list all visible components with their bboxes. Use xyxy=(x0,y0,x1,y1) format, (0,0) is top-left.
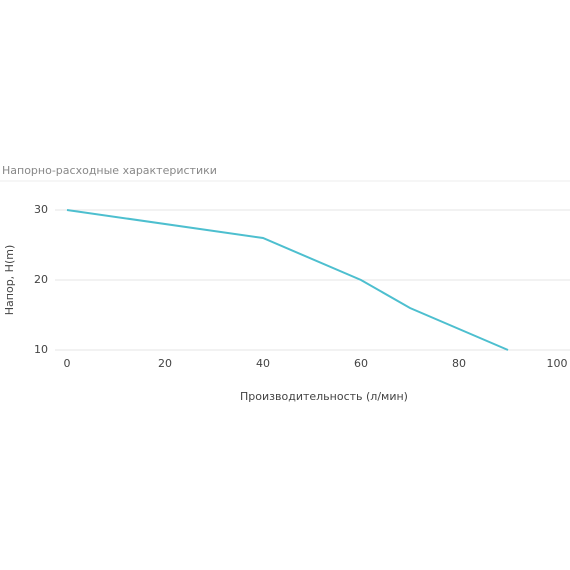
y-tick-label: 30 xyxy=(34,203,48,216)
x-axis-label: Производительность (л/мин) xyxy=(240,390,408,403)
x-tick-label: 40 xyxy=(256,357,270,370)
x-tick-label: 100 xyxy=(547,357,568,370)
chart-title: Напорно-расходные характеристики xyxy=(2,164,217,177)
x-tick-label: 0 xyxy=(64,357,71,370)
y-axis-label: Напор, H(m) xyxy=(3,245,16,315)
x-tick-label: 80 xyxy=(452,357,466,370)
y-tick-label: 20 xyxy=(34,273,48,286)
y-tick-label: 10 xyxy=(34,343,48,356)
line xyxy=(66,209,509,351)
x-tick-label: 20 xyxy=(158,357,172,370)
x-tick-label: 60 xyxy=(354,357,368,370)
